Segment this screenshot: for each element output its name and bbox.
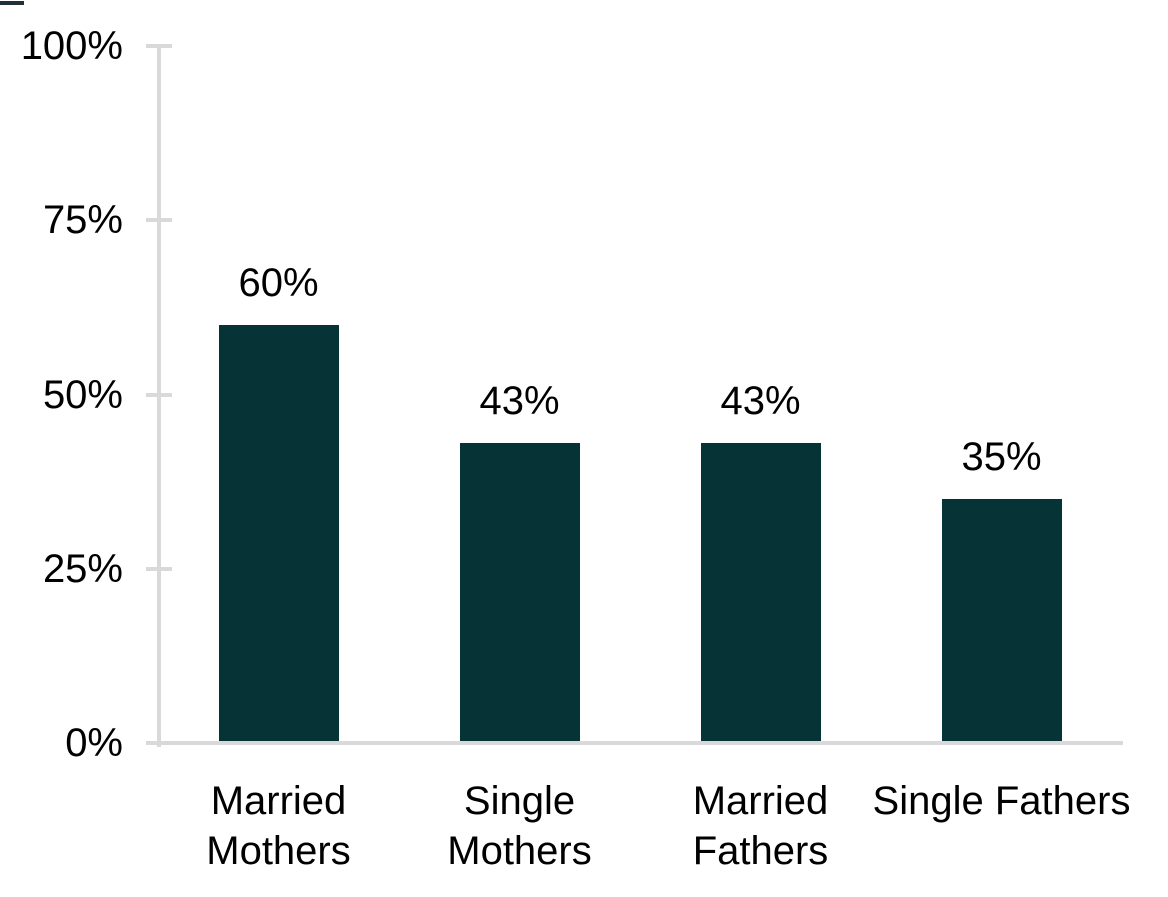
bar-single-mothers: [459, 443, 580, 745]
category-label-line: Married: [692, 779, 829, 823]
value-label: 35%: [961, 435, 1042, 480]
category-label: Married Fathers: [631, 776, 891, 876]
x-axis-line: [146, 741, 1123, 745]
category-label-line: Single Fathers: [872, 779, 1131, 823]
y-axis-tick-label: 100%: [20, 24, 123, 68]
category-label-line: Fathers: [692, 829, 829, 873]
category-label: Married Mothers: [149, 776, 409, 876]
y-axis-tick-label: 50%: [42, 372, 123, 417]
screenshot-corner-artifact: [0, 1, 24, 5]
y-axis-tick: [146, 44, 172, 48]
bar-single-fathers: [941, 499, 1062, 745]
category-label-line: Married: [210, 779, 347, 823]
y-axis-tick: [146, 392, 172, 397]
value-label: 43%: [479, 379, 560, 424]
bar-married-mothers: [218, 324, 339, 745]
bar-married-fathers: [700, 443, 821, 745]
category-label-line: Mothers: [206, 829, 351, 873]
y-axis-tick: [146, 218, 172, 223]
category-label-line: Single: [463, 779, 576, 823]
category-label: Single Fathers: [872, 776, 1132, 826]
category-label: Single Mothers: [390, 776, 650, 876]
y-axis-tick-label: 75%: [42, 198, 123, 243]
y-axis-line: [157, 46, 161, 747]
y-axis-tick-label: 0%: [65, 721, 123, 765]
y-axis-tick: [146, 566, 172, 571]
value-label: 43%: [720, 379, 801, 424]
category-label-line: Mothers: [447, 829, 592, 873]
value-label: 60%: [238, 260, 319, 305]
y-axis-tick-label: 25%: [42, 546, 123, 591]
